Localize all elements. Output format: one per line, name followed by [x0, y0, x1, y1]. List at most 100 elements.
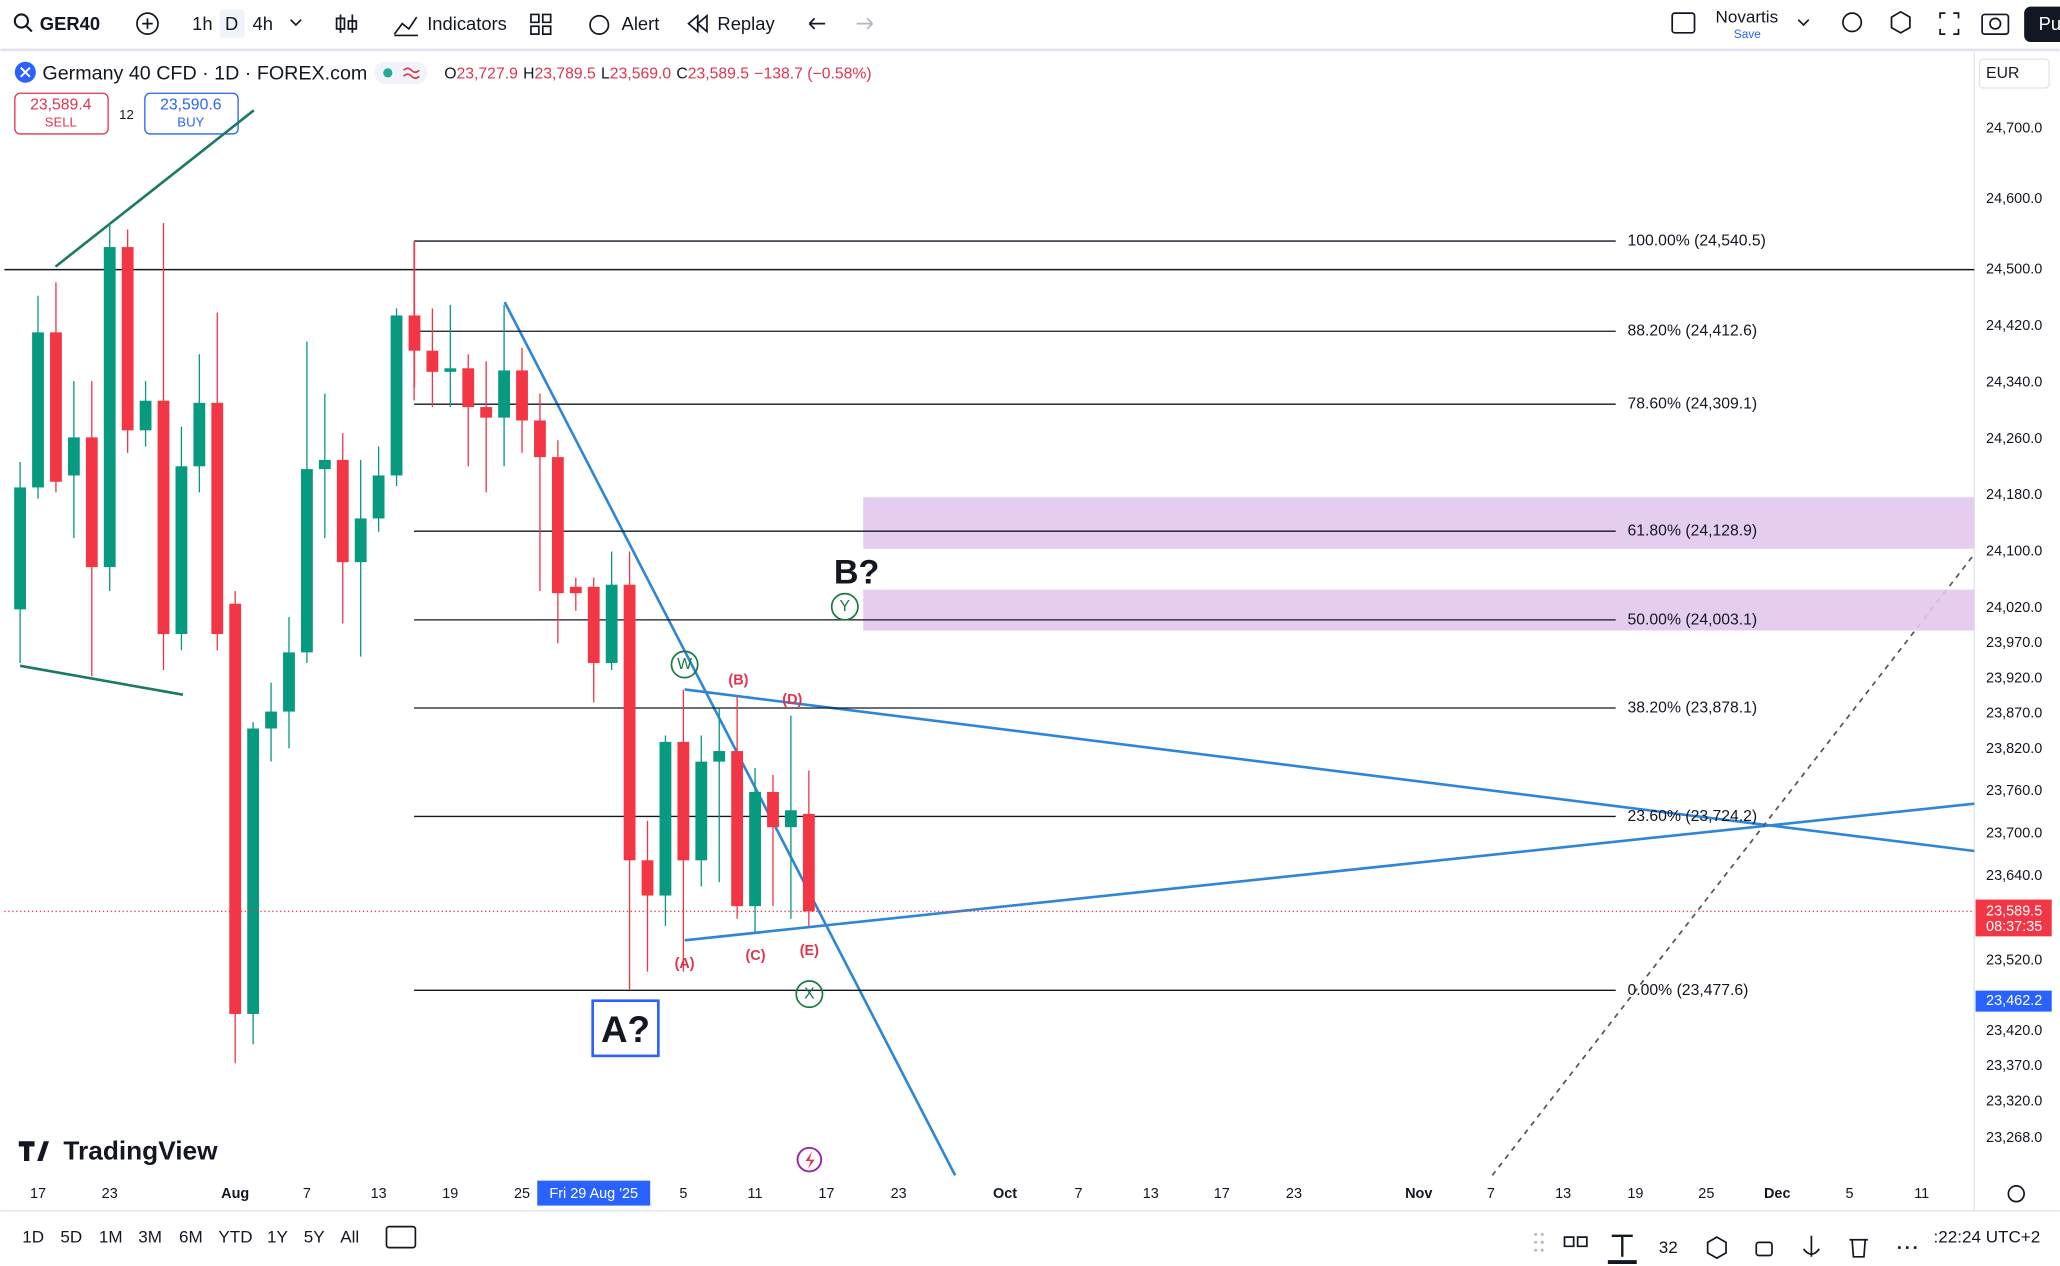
y-tick-label: 23,320.0 — [1986, 1093, 2042, 1109]
ohlc-value: 23,789.5 — [534, 65, 596, 82]
alert-icon[interactable] — [589, 14, 610, 35]
interval-button[interactable]: D — [225, 13, 238, 34]
y-tick-label: 23,760.0 — [1986, 783, 2042, 799]
symbol[interactable]: GER40 — [40, 13, 100, 34]
trend-line[interactable] — [19, 664, 184, 697]
candle-body — [67, 437, 80, 476]
tool-settings[interactable] — [1706, 1236, 1727, 1260]
fib-label: 61.80% (24,128.9) — [1628, 523, 1758, 540]
symbol-title[interactable]: Germany 40 CFD · 1D · FOREX.com — [42, 63, 367, 85]
currency-box[interactable] — [1978, 58, 2050, 89]
y-tick-label: 24,700.0 — [1986, 121, 2042, 137]
fib-label: 38.20% (23,878.1) — [1628, 699, 1758, 716]
range-button[interactable]: 5Y — [304, 1228, 325, 1247]
tool-button[interactable] — [1563, 1236, 1588, 1248]
range-button[interactable]: 5D — [60, 1228, 82, 1247]
indicators-icon[interactable] — [393, 16, 419, 37]
sell-price[interactable]: 23,589.4 — [30, 97, 92, 114]
trend-line[interactable] — [54, 109, 255, 268]
alert-button[interactable]: Alert — [622, 13, 660, 34]
axis-settings[interactable] — [2007, 1185, 2026, 1203]
buy-price[interactable]: 23,590.6 — [160, 97, 222, 114]
x-tick-label: 7 — [1075, 1186, 1083, 1202]
status-pill — [374, 61, 428, 85]
range-button[interactable]: 1Y — [267, 1228, 288, 1247]
replay-icon[interactable] — [687, 13, 708, 34]
snapshot-button[interactable] — [1981, 13, 2010, 35]
publish-label[interactable]: Pu — [2039, 13, 2060, 34]
candle-body — [480, 407, 493, 418]
candle-body — [444, 368, 457, 372]
goto-date[interactable] — [385, 1225, 417, 1249]
interval-button[interactable]: 4h — [253, 13, 273, 34]
x-tick-label: 13 — [371, 1186, 387, 1202]
ohlc-key: O — [444, 65, 456, 82]
lock-button[interactable] — [1755, 1241, 1773, 1257]
indicators-button[interactable]: Indicators — [427, 13, 507, 34]
y-tick-label: 23,820.0 — [1986, 741, 2042, 757]
x-tick-label: 7 — [1487, 1186, 1495, 1202]
sell-button[interactable] — [14, 92, 109, 135]
candle-body — [390, 315, 403, 476]
redo-button[interactable] — [856, 17, 874, 30]
quick-search[interactable] — [1842, 12, 1863, 33]
fullscreen-button[interactable] — [1939, 12, 1960, 35]
text-tool[interactable] — [1611, 1234, 1633, 1257]
y-tick-label: 23,640.0 — [1986, 868, 2042, 884]
annotation: A? — [601, 1009, 650, 1050]
range-button[interactable]: YTD — [218, 1228, 252, 1247]
chart-type-button[interactable] — [335, 14, 358, 33]
candle-body — [605, 584, 618, 663]
layout-dropdown[interactable] — [1797, 19, 1810, 27]
x-tick-label: 17 — [818, 1186, 834, 1202]
interval-button[interactable]: 1h — [192, 13, 212, 34]
drag-handle — [1534, 1233, 1544, 1252]
range-button[interactable]: 6M — [179, 1228, 203, 1247]
search-icon[interactable] — [13, 13, 30, 29]
trend-line[interactable] — [503, 301, 957, 1176]
layout-save[interactable]: Save — [1734, 27, 1761, 41]
candle-body — [139, 400, 152, 431]
publish-button[interactable] — [2024, 6, 2060, 43]
candle-body — [318, 459, 331, 470]
range-button[interactable]: 3M — [138, 1228, 162, 1247]
range-button[interactable]: 1D — [22, 1228, 44, 1247]
buy-button[interactable] — [144, 92, 239, 135]
templates-button[interactable] — [530, 13, 552, 35]
fib-label: 88.20% (24,412.6) — [1628, 323, 1758, 340]
trend-line[interactable] — [684, 802, 1975, 942]
candle-body — [677, 741, 690, 861]
trend-line[interactable] — [684, 688, 1975, 853]
sell-label[interactable]: SELL — [45, 115, 77, 130]
x-tick-label: Fri 29 Aug '25 — [549, 1186, 638, 1202]
anchor-button[interactable] — [1802, 1235, 1820, 1257]
replay-button[interactable]: Replay — [717, 13, 775, 34]
symbol-logo-mark — [20, 66, 31, 78]
legend: Germany 40 CFD · 1D · FOREX.com O23,727.… — [14, 61, 872, 135]
undo-button[interactable] — [808, 17, 826, 30]
y-tick-label: 23,870.0 — [1986, 706, 2042, 722]
interval-dropdown[interactable] — [290, 19, 302, 27]
x-tick-label: 23 — [1286, 1186, 1302, 1202]
event-icon — [805, 1151, 815, 1169]
candle-body — [462, 368, 475, 408]
currency[interactable]: EUR — [1986, 65, 2019, 82]
range-button[interactable]: 1M — [99, 1228, 123, 1247]
add-symbol[interactable] — [136, 12, 159, 35]
current-price-label: 23,589.5 — [1986, 903, 2042, 919]
candle-body — [354, 518, 367, 563]
dashed-line[interactable] — [1491, 553, 1975, 1176]
top-toolbar: GER40 1h D 4h Indicators Alert Replay No… — [13, 6, 2060, 43]
layout-icon[interactable] — [1671, 12, 1696, 34]
range-button[interactable]: All — [340, 1228, 359, 1247]
candle-body — [408, 315, 421, 351]
buy-label[interactable]: BUY — [177, 115, 204, 130]
delete-button[interactable] — [1849, 1238, 1868, 1258]
settings-button[interactable] — [1890, 10, 1911, 34]
font-size[interactable]: 32 — [1659, 1238, 1678, 1257]
annotation-box — [591, 999, 660, 1058]
layout-name[interactable]: Novartis — [1716, 8, 1779, 27]
candle-body — [211, 402, 224, 635]
y-tick-label: 24,500.0 — [1986, 262, 2042, 278]
